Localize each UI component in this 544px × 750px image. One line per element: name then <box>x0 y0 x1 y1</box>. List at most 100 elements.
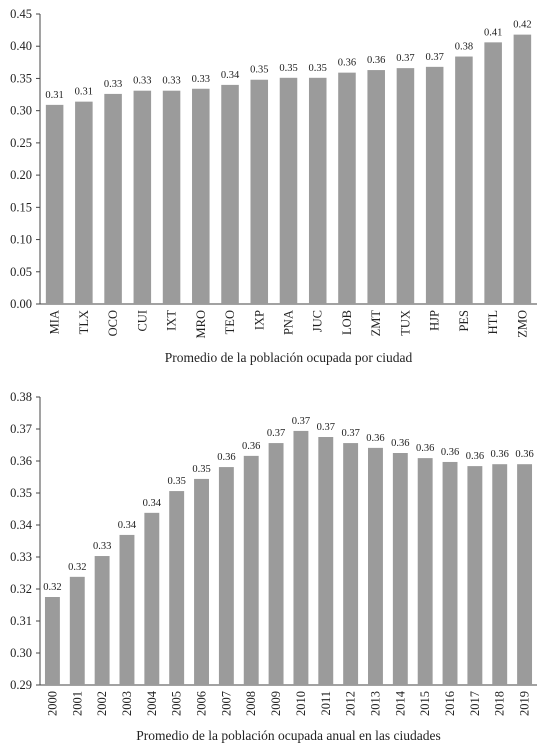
bar <box>144 512 160 685</box>
x-tick-label: 2006 <box>195 691 209 716</box>
value-label: 0.33 <box>192 74 210 85</box>
y-tick-label: 0.37 <box>10 422 32 436</box>
y-tick-label: 0.35 <box>10 71 32 85</box>
x-tick-label: IXP <box>252 310 266 330</box>
x-tick-label: ZMO <box>515 310 529 338</box>
bar <box>268 443 284 685</box>
x-tick-label: 2011 <box>319 691 333 716</box>
x-tick-label: 2009 <box>269 691 283 716</box>
x-tick-label: 2004 <box>145 690 159 716</box>
value-label: 0.36 <box>391 438 409 449</box>
value-label: 0.35 <box>309 63 327 74</box>
x-tick-label: OCO <box>106 310 120 336</box>
x-tick-label: HTL <box>486 310 500 334</box>
bar <box>119 534 135 685</box>
x-tick-label: 2019 <box>518 691 532 716</box>
value-label: 0.36 <box>366 433 384 444</box>
bar <box>293 430 309 685</box>
y-tick-label: 0.20 <box>10 168 32 182</box>
bar <box>484 42 502 304</box>
value-label: 0.31 <box>45 90 63 101</box>
bar <box>396 68 415 304</box>
value-label: 0.36 <box>367 55 385 66</box>
bar <box>194 478 209 685</box>
value-label: 0.36 <box>338 58 356 69</box>
bar <box>318 437 334 685</box>
x-tick-label: 2016 <box>443 691 457 716</box>
bar <box>467 466 483 685</box>
y-tick-label: 0.35 <box>10 486 32 500</box>
value-label: 0.35 <box>250 65 268 76</box>
y-tick-label: 0.31 <box>10 614 32 628</box>
x-tick-label: 2012 <box>344 691 358 716</box>
bar <box>442 461 458 685</box>
value-label: 0.33 <box>104 79 122 90</box>
value-label: 0.33 <box>93 541 111 552</box>
x-tick-label: PES <box>457 310 471 332</box>
x-tick-label: CUI <box>135 310 149 332</box>
y-tick-label: 0.38 <box>10 390 32 404</box>
y-tick-label: 0.45 <box>10 7 32 21</box>
y-tick-label: 0.25 <box>10 136 32 150</box>
bar <box>308 77 327 304</box>
x-tick-label: JUC <box>311 310 325 332</box>
x-tick-label: 2003 <box>120 691 134 716</box>
value-label: 0.41 <box>484 27 502 38</box>
value-label: 0.37 <box>425 52 443 63</box>
value-label: 0.31 <box>75 87 93 98</box>
value-label: 0.37 <box>317 422 335 433</box>
bar <box>45 104 64 304</box>
bar <box>169 491 185 685</box>
value-label: 0.42 <box>513 20 531 31</box>
x-tick-label: 2001 <box>70 691 84 716</box>
x-tick-label: HJP <box>428 310 442 331</box>
bar <box>44 597 60 685</box>
value-label: 0.36 <box>515 449 533 460</box>
x-tick-label: 2005 <box>170 691 184 716</box>
value-label: 0.37 <box>267 428 285 439</box>
bar <box>104 93 122 305</box>
bar <box>425 66 444 304</box>
x-tick-label: ZMT <box>369 310 383 337</box>
value-label: 0.37 <box>292 416 310 427</box>
bar <box>69 576 85 685</box>
bar <box>218 467 234 685</box>
value-label: 0.37 <box>396 53 414 64</box>
value-label: 0.34 <box>143 498 162 509</box>
bar <box>392 453 408 685</box>
bar <box>192 88 210 304</box>
x-tick-label: 2007 <box>219 691 233 716</box>
y-tick-label: 0.33 <box>10 550 32 564</box>
y-tick-label: 0.10 <box>10 233 32 247</box>
bar <box>517 464 533 685</box>
bar <box>162 90 181 304</box>
bar <box>455 56 473 305</box>
x-tick-label: 2017 <box>468 691 482 716</box>
x-tick-label: 2015 <box>418 691 432 716</box>
x-tick-label: 2008 <box>244 691 258 716</box>
bar <box>133 90 152 304</box>
value-label: 0.36 <box>491 449 509 460</box>
y-tick-label: 0.34 <box>10 518 33 532</box>
bar <box>343 443 359 685</box>
y-tick-label: 0.00 <box>10 297 32 311</box>
bar <box>279 77 298 304</box>
x-tick-label: PNA <box>282 310 296 335</box>
y-tick-label: 0.15 <box>10 200 32 214</box>
value-label: 0.36 <box>466 451 484 462</box>
value-label: 0.36 <box>441 447 459 458</box>
x-tick-label: 2013 <box>368 691 382 716</box>
bar <box>243 455 259 685</box>
value-label: 0.36 <box>217 452 235 463</box>
value-label: 0.35 <box>167 476 185 487</box>
bar <box>513 34 532 304</box>
y-tick-label: 0.32 <box>10 582 32 596</box>
x-tick-label: 2018 <box>493 691 507 716</box>
bar <box>417 458 433 685</box>
value-label: 0.35 <box>279 63 297 74</box>
bar <box>75 101 93 305</box>
bar <box>94 556 110 685</box>
x-tick-label: 2002 <box>95 691 109 716</box>
x-tick-label: MRO <box>194 310 208 338</box>
